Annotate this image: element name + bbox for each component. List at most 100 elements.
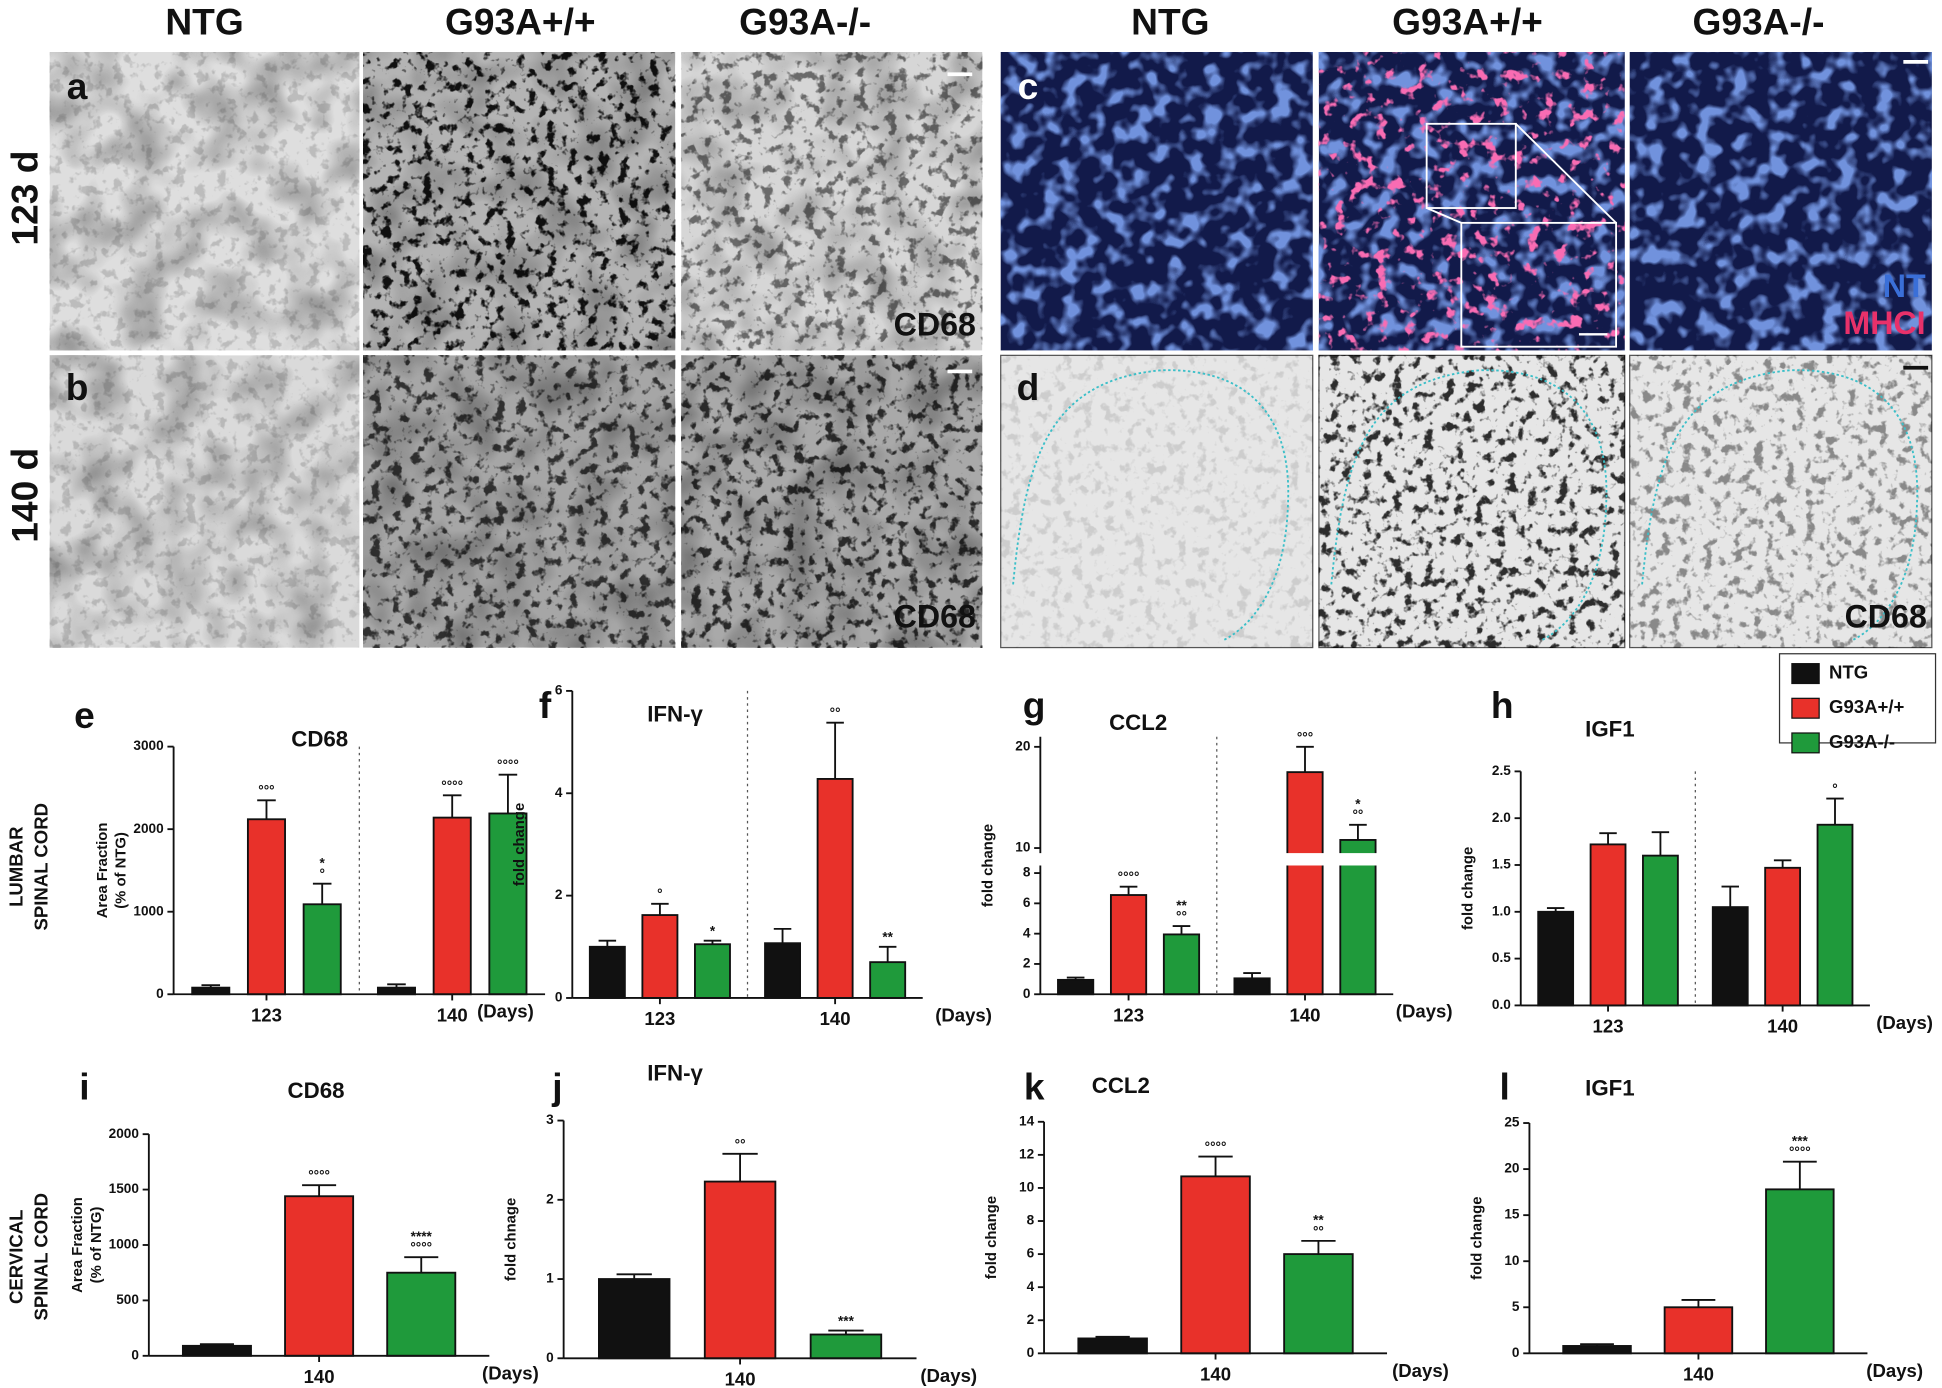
x-tick-label: 123	[1593, 1016, 1624, 1037]
stain-label: CD68	[894, 306, 976, 342]
bar	[191, 986, 231, 996]
stain-label: NT	[1883, 268, 1926, 304]
significance-label: °°°°	[308, 1168, 330, 1183]
y-axis-label: Area Fraction	[95, 823, 111, 919]
significance-label: °°	[735, 1137, 746, 1152]
chart-title: IGF1	[1585, 716, 1635, 741]
significance-label: °	[319, 867, 324, 882]
column-header: G93A-/-	[1692, 1, 1824, 43]
panel-letter: e	[74, 694, 95, 736]
panel-letter: d	[1017, 366, 1040, 408]
bar	[869, 961, 907, 999]
micrograph	[1318, 354, 1626, 649]
bar	[246, 818, 286, 996]
bar	[1077, 1337, 1148, 1355]
bar	[1562, 1345, 1632, 1355]
x-axis-label: (Days)	[1876, 1012, 1933, 1033]
y-axis-label: fold chnage	[504, 1198, 520, 1281]
significance-label: °°°	[258, 783, 274, 798]
y-tick-label: 4	[555, 785, 563, 800]
y-tick-label: 2	[1027, 1312, 1035, 1327]
significance-label: °°°	[1297, 730, 1313, 745]
bar	[432, 816, 472, 996]
column-header: G93A+/+	[1392, 1, 1543, 43]
x-axis-label: (Days)	[482, 1362, 539, 1383]
bar	[1537, 910, 1575, 1007]
significance-label: °°	[1313, 1224, 1324, 1239]
significance-label: °°	[1352, 808, 1363, 823]
y-tick-label: 5	[1512, 1299, 1520, 1314]
bar	[809, 1333, 883, 1360]
y-tick-label: 20	[1015, 738, 1031, 753]
micrograph	[681, 355, 983, 648]
micrograph-specks	[49, 355, 360, 648]
panel-letter: l	[1499, 1065, 1509, 1107]
micrograph	[49, 355, 360, 648]
y-tick-label: 0	[555, 990, 563, 1005]
micrograph-mhci	[1318, 52, 1625, 351]
y-tick-label: 3	[546, 1112, 554, 1127]
y-tick-label: 1.0	[1492, 903, 1511, 918]
bar	[181, 1344, 252, 1357]
panel-letter: c	[1018, 65, 1039, 107]
significance-label: °°°°	[497, 758, 519, 773]
y-axis-label: fold change	[1469, 1197, 1485, 1280]
significance-label: °	[657, 887, 662, 902]
y-tick-label: 1	[546, 1271, 554, 1286]
chart-title: IFN-γ	[647, 702, 703, 727]
micrograph-specks	[681, 52, 983, 351]
micrograph	[1629, 354, 1933, 649]
x-axis-label: (Days)	[1392, 1360, 1449, 1381]
y-tick-label: 8	[1023, 865, 1031, 880]
row-label: 140 d	[3, 448, 45, 543]
x-axis-label: (Days)	[1396, 1001, 1453, 1022]
bar	[816, 778, 854, 999]
bar	[1109, 894, 1148, 996]
y-tick-label: 14	[1019, 1113, 1035, 1128]
micrograph	[1318, 52, 1625, 351]
x-axis-label: (Days)	[935, 1004, 992, 1025]
region-label: LUMBAR	[6, 826, 27, 907]
y-tick-label: 1500	[109, 1181, 140, 1196]
column-header: NTG	[165, 1, 243, 43]
bar	[1589, 843, 1627, 1007]
significance-label: **	[1313, 1213, 1324, 1228]
region-label: SPINAL CORD	[30, 803, 51, 931]
y-tick-label: 2.0	[1492, 810, 1511, 825]
significance-label: °°	[1176, 909, 1187, 924]
bar	[1283, 1253, 1354, 1355]
micrograph	[681, 52, 983, 351]
bar	[1764, 866, 1802, 1007]
bar	[1663, 1306, 1734, 1355]
significance-label: ***	[1792, 1134, 1809, 1149]
micrograph-specks	[1629, 355, 1932, 648]
legend-swatch	[1791, 663, 1820, 685]
y-tick-label: 2000	[133, 821, 164, 836]
panel-letter: a	[67, 65, 88, 107]
bar	[1162, 933, 1201, 996]
x-tick-label: 123	[644, 1008, 675, 1029]
micrograph	[1000, 354, 1314, 649]
y-tick-label: 6	[555, 682, 563, 697]
panel-letter: g	[1023, 684, 1046, 726]
panel-letter: k	[1024, 1065, 1045, 1107]
micrograph	[363, 355, 676, 648]
y-tick-label: 4	[1023, 925, 1031, 940]
y-tick-label: 0	[1512, 1345, 1520, 1360]
significance-label: **	[882, 930, 893, 945]
significance-label: °°	[830, 706, 841, 721]
y-tick-label: 20	[1504, 1161, 1520, 1176]
bar	[1057, 978, 1095, 996]
row-label: 123 d	[3, 151, 45, 246]
y-tick-label: 25	[1504, 1115, 1520, 1130]
y-tick-label: 1.5	[1492, 857, 1511, 872]
legend-label: G93A+/+	[1829, 696, 1904, 717]
significance-label: ****	[411, 1229, 433, 1244]
x-tick-label: 140	[1683, 1364, 1714, 1385]
y-tick-label: 3000	[133, 738, 164, 753]
legend-swatch	[1791, 732, 1820, 754]
micrograph	[1000, 52, 1313, 351]
inset-connector	[1515, 123, 1617, 224]
